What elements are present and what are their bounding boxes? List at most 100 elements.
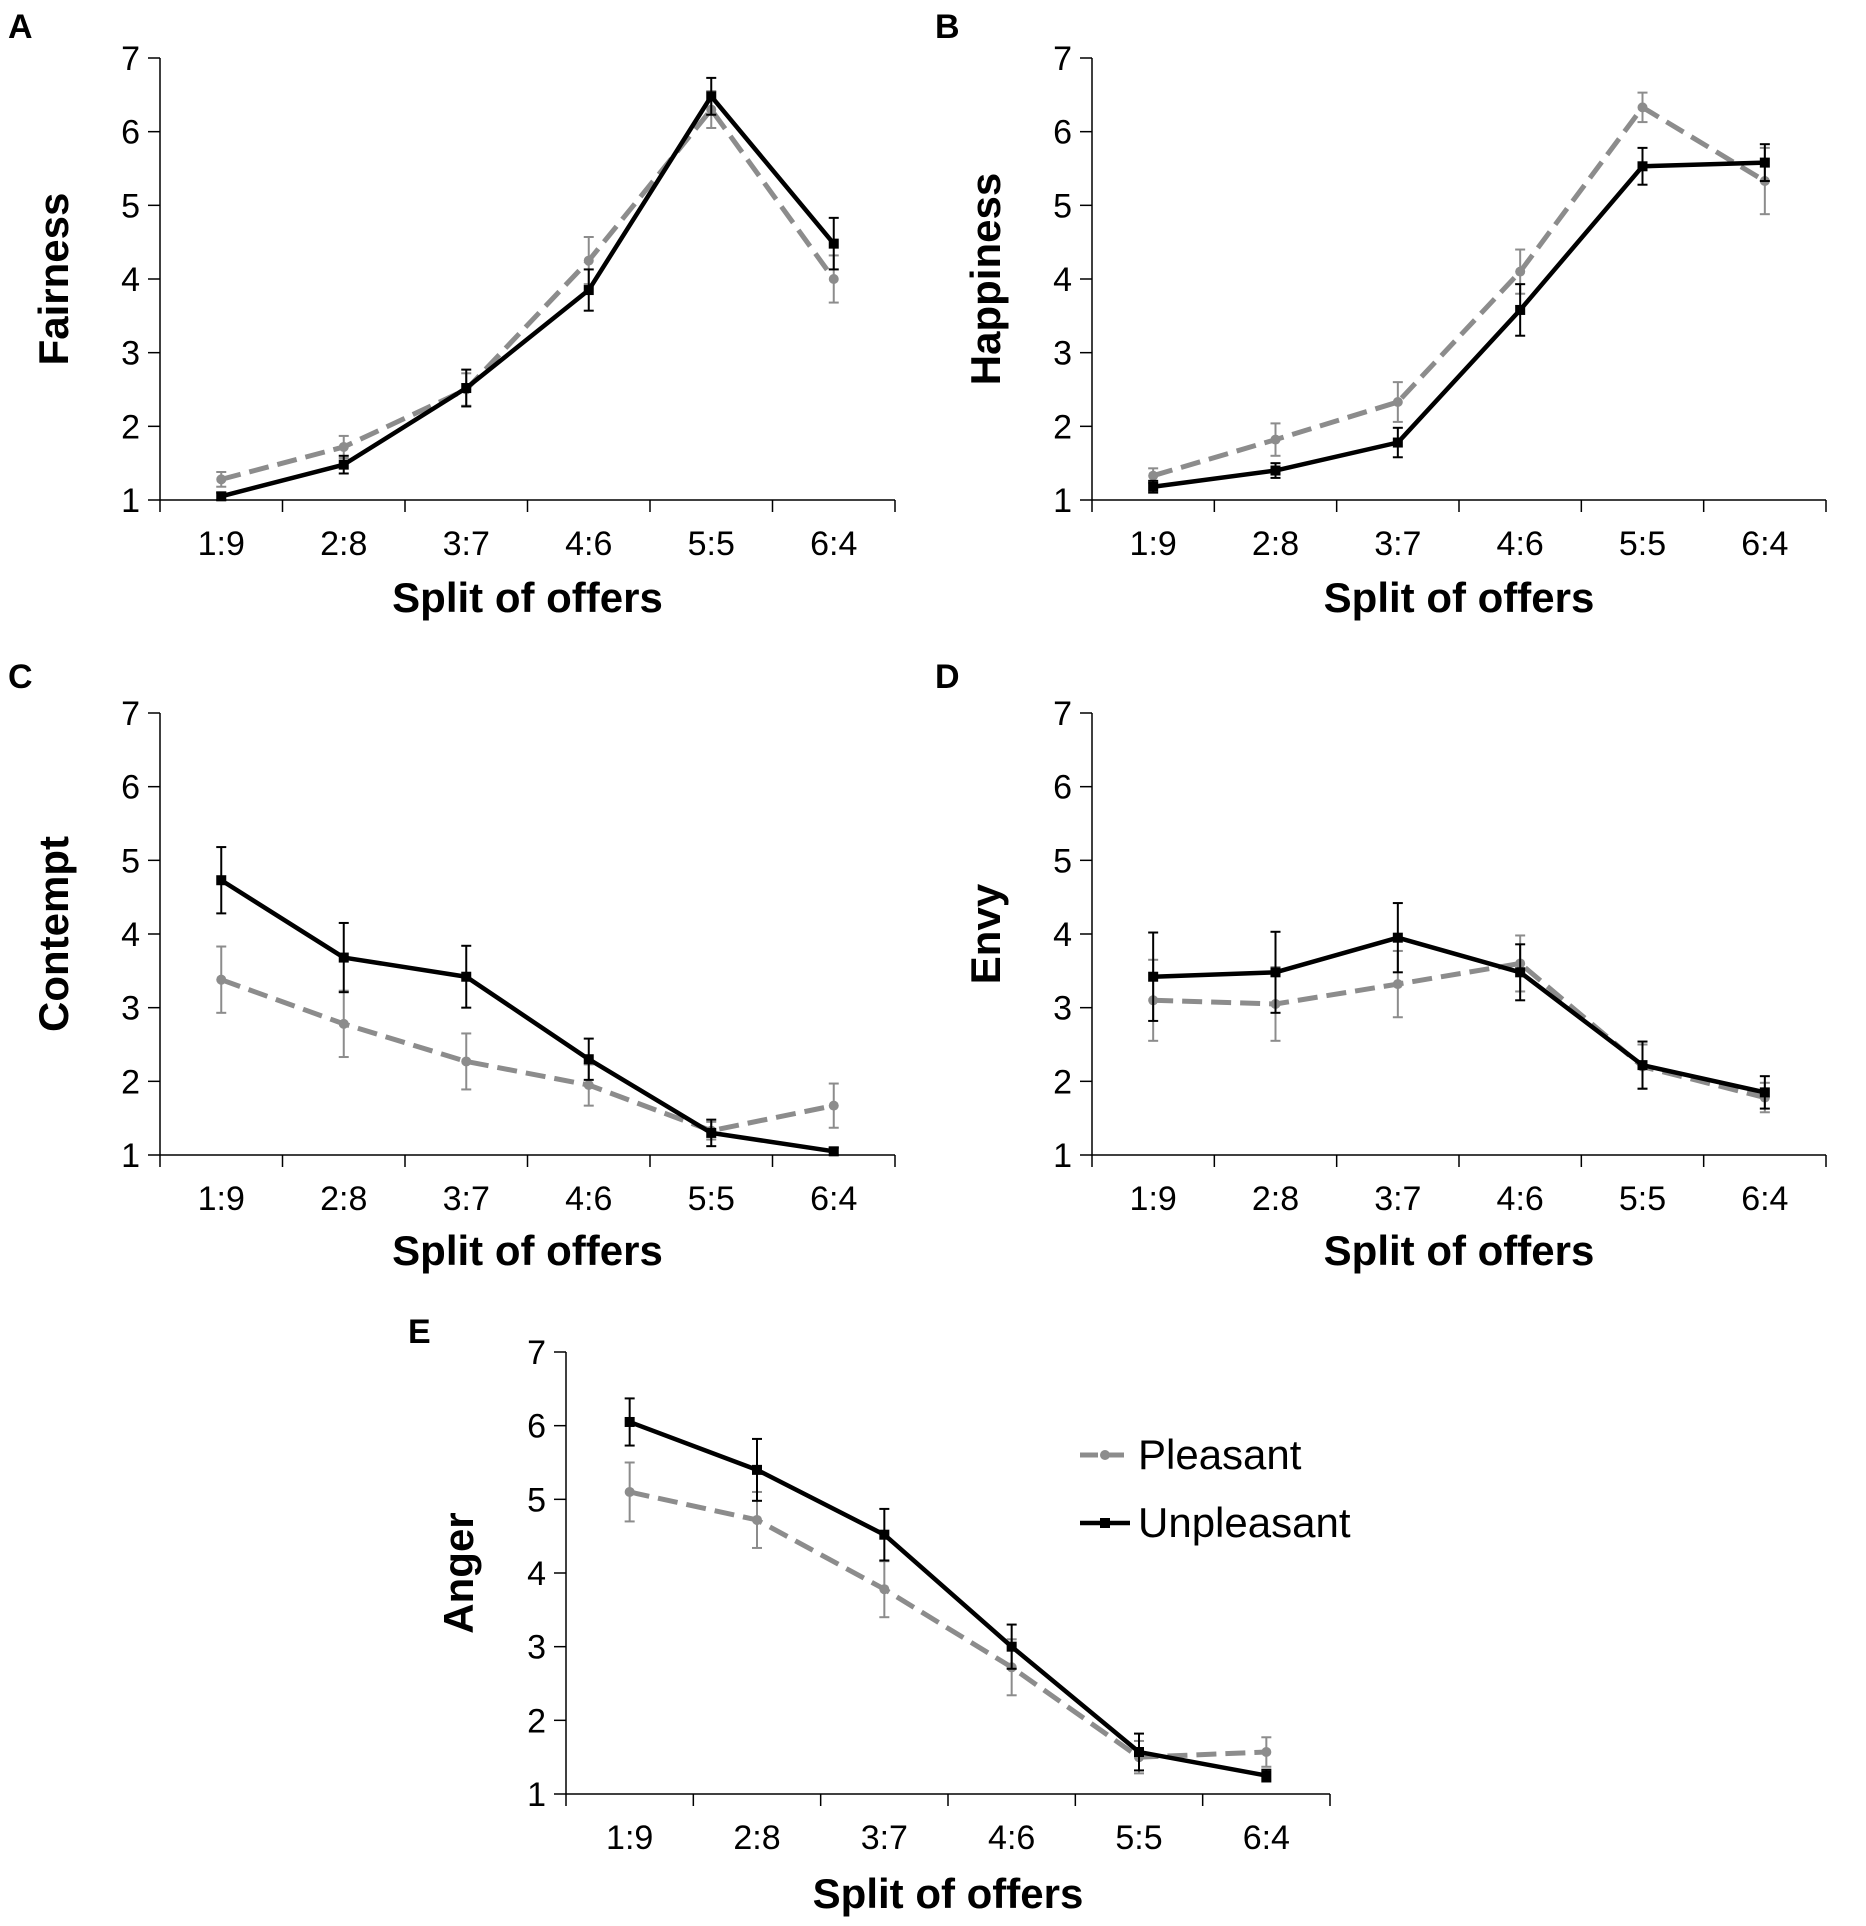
y-tick-label: 4 <box>1053 916 1072 954</box>
y-tick-label: 6 <box>1053 769 1072 807</box>
data-point <box>1261 1747 1272 1758</box>
legend-marker <box>1100 1450 1110 1460</box>
data-point <box>216 974 227 985</box>
y-tick-label: 1 <box>1053 482 1072 520</box>
data-point <box>1637 102 1648 113</box>
series-pleasant <box>216 945 839 1141</box>
x-tick-label: 1:9 <box>198 1180 245 1218</box>
y-tick-label: 7 <box>1053 40 1072 78</box>
data-point <box>1148 971 1159 982</box>
x-tick-label: 3:7 <box>1374 1180 1421 1218</box>
series-unpleasant <box>1148 902 1770 1110</box>
series-unpleasant <box>216 76 839 502</box>
legend-marker <box>1100 1518 1110 1528</box>
x-tick-label: 4:6 <box>565 1180 612 1218</box>
data-point <box>1392 397 1403 408</box>
y-axis-title: Fairness <box>30 193 77 366</box>
y-tick-label: 2 <box>1053 408 1072 446</box>
data-point <box>1148 481 1159 492</box>
y-tick-label: 2 <box>121 1063 140 1101</box>
data-point <box>752 1464 762 1475</box>
x-tick-label: 4:6 <box>1497 525 1544 563</box>
data-point <box>1148 470 1159 481</box>
x-tick-label: 3:7 <box>443 525 490 563</box>
series-line <box>220 94 836 499</box>
data-point <box>216 875 227 886</box>
data-point <box>461 383 472 394</box>
panel-letter: C <box>8 658 33 696</box>
y-tick-label: 5 <box>121 187 140 225</box>
panel-letter: E <box>408 1313 431 1351</box>
y-tick-label: 7 <box>1053 695 1072 733</box>
data-point <box>583 1080 594 1091</box>
data-point <box>1006 1641 1017 1652</box>
x-tick-label: 3:7 <box>1374 525 1421 563</box>
data-point <box>1261 1770 1272 1781</box>
y-tick-label: 7 <box>121 40 140 78</box>
data-point <box>583 285 594 296</box>
x-tick-label: 4:6 <box>1497 1180 1544 1218</box>
x-tick-label: 2:8 <box>320 525 367 563</box>
x-tick-label: 4:6 <box>988 1819 1035 1857</box>
x-tick-label: 5:5 <box>1619 525 1666 563</box>
panel-letter: B <box>935 8 960 46</box>
y-tick-label: 3 <box>527 1629 546 1667</box>
data-point <box>1515 967 1526 978</box>
y-tick-label: 4 <box>121 261 140 299</box>
y-tick-label: 3 <box>1053 335 1072 373</box>
x-tick-label: 1:9 <box>1130 1180 1177 1218</box>
series-line <box>220 977 835 1134</box>
series-line <box>220 878 835 1154</box>
y-axis-title: Contempt <box>30 836 77 1032</box>
x-tick-label: 3:7 <box>443 1180 490 1218</box>
y-tick-label: 4 <box>1053 261 1072 299</box>
data-point <box>1392 932 1403 943</box>
x-tick-label: 1:9 <box>1130 525 1177 563</box>
y-tick-label: 6 <box>121 769 140 807</box>
data-point <box>583 255 594 266</box>
y-tick-label: 6 <box>121 114 140 152</box>
x-tick-label: 6:4 <box>810 525 857 563</box>
data-point <box>879 1529 890 1540</box>
y-tick-label: 1 <box>121 482 140 520</box>
x-axis-title: Split of offers <box>1324 574 1595 621</box>
series-pleasant <box>1148 934 1770 1114</box>
data-point <box>1759 157 1770 168</box>
y-tick-label: 3 <box>1053 990 1072 1028</box>
y-tick-label: 3 <box>121 335 140 373</box>
data-point <box>1515 304 1526 315</box>
panel-e: E 1 2 3 4 5 6 7 1:9 2:8 3:7 4:6 5:5 6:4 Split of offer… <box>408 1313 1351 1917</box>
legend-label-unpleasant: Unpleasant <box>1138 1499 1351 1546</box>
data-point <box>706 1127 717 1138</box>
data-point <box>1515 266 1526 277</box>
y-tick-label: 7 <box>527 1334 546 1372</box>
series-line <box>220 107 836 482</box>
series-pleasant <box>1148 91 1770 485</box>
x-tick-label: 1:9 <box>198 525 245 563</box>
y-tick-label: 6 <box>527 1408 546 1446</box>
series-unpleasant <box>624 1397 1272 1783</box>
data-point <box>1637 161 1648 172</box>
x-tick-label: 2:8 <box>1252 1180 1299 1218</box>
data-point <box>828 238 839 249</box>
y-tick-label: 2 <box>1053 1063 1072 1101</box>
x-axis-title: Split of offers <box>392 1227 663 1274</box>
x-tick-label: 6:4 <box>810 1180 857 1218</box>
y-tick-label: 7 <box>121 695 140 733</box>
x-tick-label: 1:9 <box>606 1819 653 1857</box>
series-line <box>1153 935 1766 1095</box>
y-axis-title: Happiness <box>962 173 1009 385</box>
x-tick-label: 2:8 <box>320 1180 367 1218</box>
data-point <box>461 971 472 982</box>
y-tick-label: 5 <box>527 1481 546 1519</box>
y-tick-label: 1 <box>121 1137 140 1175</box>
y-tick-label: 3 <box>121 990 140 1028</box>
series-line <box>629 1489 1267 1760</box>
data-point <box>1759 1087 1770 1098</box>
data-point <box>624 1486 635 1497</box>
data-point <box>828 1146 839 1157</box>
data-point <box>216 474 227 485</box>
y-tick-label: 5 <box>1053 187 1072 225</box>
x-axis-title: Split of offers <box>392 574 663 621</box>
data-point <box>1270 434 1281 445</box>
